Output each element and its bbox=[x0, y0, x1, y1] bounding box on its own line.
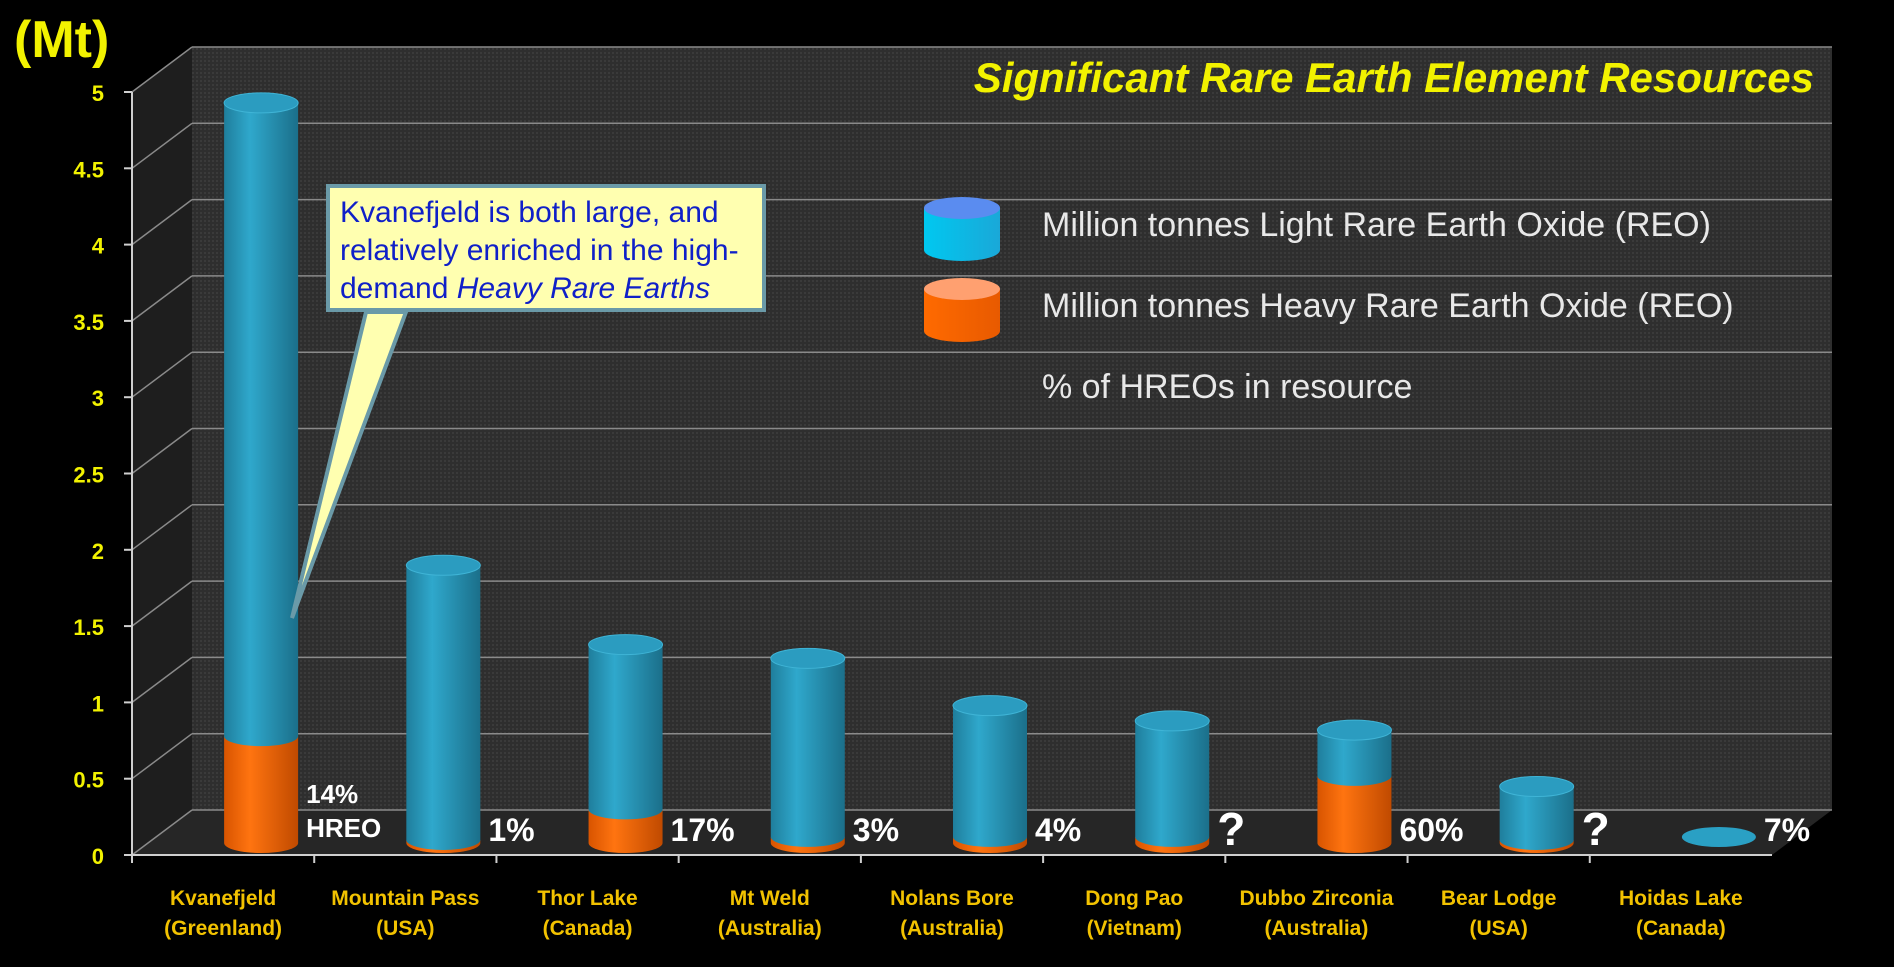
bar-top-cap bbox=[405, 554, 481, 576]
x-category-name: Bear Lodge bbox=[1441, 887, 1557, 910]
bar-light-segment bbox=[406, 565, 481, 850]
bar-heavy-segment bbox=[588, 809, 663, 853]
callout-line-1: Kvanefjeld is both large, and bbox=[340, 196, 719, 229]
hreo-pct-label: 17% bbox=[671, 812, 735, 848]
x-category-region: (Australia) bbox=[718, 917, 822, 940]
chart-axes: 0 0.5 1 1.5 2 2.5 3 3.5 4 4.5 5 bbox=[73, 81, 1772, 869]
hreo-pct-label: 14% bbox=[306, 779, 358, 809]
bar-top-cap bbox=[1499, 776, 1575, 798]
x-category-name: Dong Pao bbox=[1085, 887, 1183, 910]
x-category-name: Kvanefjeld bbox=[170, 887, 276, 910]
y-tick-label: 4.5 bbox=[73, 157, 104, 182]
callout-shape bbox=[290, 184, 766, 619]
x-category-name: Thor Lake bbox=[537, 887, 637, 910]
bar-light-segment bbox=[953, 705, 1027, 847]
gridline-depth bbox=[131, 46, 193, 93]
y-tick-label: 4 bbox=[92, 234, 105, 259]
bar-heavy-segment bbox=[1317, 775, 1392, 853]
y-tick-label: 0.5 bbox=[73, 768, 104, 793]
bar-heavy-segment bbox=[224, 736, 299, 853]
legend-light-label: Million tonnes Light Rare Earth Oxide (R… bbox=[1042, 206, 1711, 244]
x-category-region: (Canada) bbox=[543, 917, 633, 940]
chart-category-labels: Kvanefjeld (Greenland) Mountain Pass (USA) T… bbox=[164, 887, 1743, 940]
legend-heavy-label: Million tonnes Heavy Rare Earth Oxide (R… bbox=[1042, 287, 1734, 325]
callout-line-3-prefix: demand bbox=[340, 272, 457, 305]
y-tick-label: 0 bbox=[92, 844, 104, 869]
hreo-suffix-label: HREO bbox=[306, 813, 381, 843]
chart-bars bbox=[223, 92, 1756, 853]
y-axis-unit-label: (Mt) bbox=[14, 11, 110, 69]
bar-light-segment bbox=[588, 644, 663, 820]
y-tick-label: 2.5 bbox=[73, 463, 104, 488]
bar-light-segment bbox=[1317, 730, 1392, 786]
callout-note: Kvanefjeld is both large, and relatively… bbox=[328, 186, 764, 310]
hreo-pct-label: ? bbox=[1582, 803, 1610, 855]
bar-light-segment bbox=[770, 658, 845, 847]
bar-top-cap bbox=[952, 695, 1028, 717]
x-category-name: Dubbo Zirconia bbox=[1239, 887, 1393, 910]
gridline-depth bbox=[131, 122, 193, 169]
x-category-region: (Vietnam) bbox=[1087, 917, 1182, 940]
hreo-pct-label: 60% bbox=[1399, 812, 1463, 848]
legend-heavy-cylinder bbox=[924, 289, 1000, 342]
hreo-pct-label: 4% bbox=[1035, 812, 1081, 848]
y-tick-label: 2 bbox=[92, 539, 104, 564]
y-tick-label: 3.5 bbox=[73, 310, 104, 335]
chart-data-labels: 14% HREO 1% 17% 3% 4%? 60%? 7% bbox=[306, 779, 1810, 855]
gridline-depth bbox=[131, 427, 193, 475]
x-category-name: Nolans Bore bbox=[890, 887, 1014, 910]
legend-pct-label: % of HREOs in resource bbox=[1042, 368, 1413, 406]
x-category-region: (Canada) bbox=[1636, 917, 1726, 940]
legend-light-cylinder bbox=[924, 208, 1000, 261]
bar-light-disc bbox=[1681, 827, 1756, 847]
chart-legend bbox=[924, 197, 1000, 342]
hreo-pct-label: 3% bbox=[853, 812, 899, 848]
bar-light-segment bbox=[224, 102, 299, 747]
gridline-depth bbox=[131, 809, 193, 856]
x-category-region: (Australia) bbox=[1265, 917, 1369, 940]
gridline-depth bbox=[131, 199, 193, 246]
x-category-region: (Greenland) bbox=[164, 917, 282, 940]
legend-heavy-cylinder-cap bbox=[924, 278, 1000, 300]
callout-line-2: relatively enriched in the high- bbox=[340, 234, 739, 267]
y-tick-label: 5 bbox=[92, 81, 104, 106]
x-category-name: Mountain Pass bbox=[331, 887, 479, 910]
callout-box bbox=[326, 184, 766, 312]
callout-line-3: demand Heavy Rare Earths bbox=[340, 270, 752, 308]
bar-top-cap bbox=[1134, 710, 1210, 732]
bar-top-cap bbox=[588, 634, 664, 656]
x-category-region: (Australia) bbox=[900, 917, 1004, 940]
x-category-region: (USA) bbox=[1470, 917, 1528, 940]
gridline-depth bbox=[131, 275, 193, 322]
x-category-region: (USA) bbox=[376, 917, 434, 940]
bar-top-cap bbox=[770, 647, 846, 669]
hreo-pct-label: 1% bbox=[488, 812, 534, 848]
gridline-depth bbox=[131, 351, 193, 398]
hreo-pct-label: 7% bbox=[1764, 812, 1810, 848]
x-category-name: Hoidas Lake bbox=[1619, 887, 1743, 910]
y-tick-label: 1 bbox=[92, 691, 104, 716]
bar-top-cap bbox=[1316, 719, 1392, 741]
gridline-depth bbox=[131, 580, 193, 627]
hreo-pct-label: ? bbox=[1217, 803, 1245, 855]
bar-light-segment bbox=[1135, 720, 1210, 847]
gridline-depth bbox=[131, 656, 193, 704]
y-tick-label: 1.5 bbox=[73, 615, 104, 640]
gridline-depth bbox=[131, 733, 193, 780]
callout-line-3-emphasis: Heavy Rare Earths bbox=[456, 272, 711, 305]
y-tick-label: 3 bbox=[92, 386, 104, 411]
gridline-depth bbox=[131, 504, 193, 551]
bar-light-segment bbox=[1499, 786, 1574, 850]
x-category-name: Mt Weld bbox=[730, 887, 810, 910]
bar-top-cap bbox=[223, 92, 299, 114]
legend-light-cylinder-cap bbox=[924, 197, 1000, 219]
chart-title: Significant Rare Earth Element Resources bbox=[973, 54, 1814, 101]
